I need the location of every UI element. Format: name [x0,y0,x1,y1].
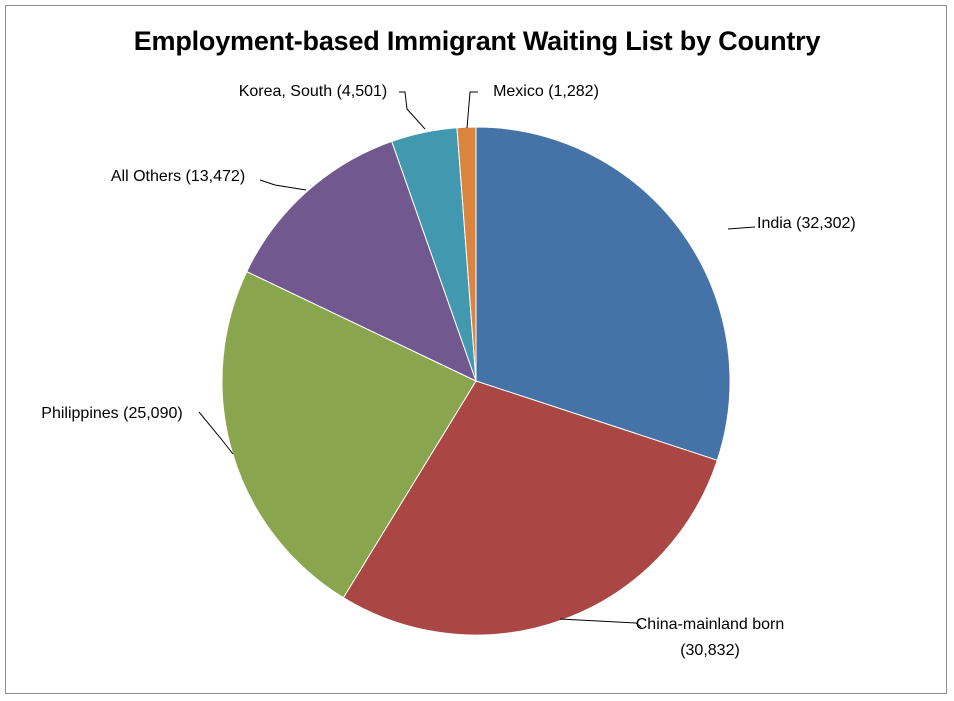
data-label-all-others: All Others (13,472) [111,168,245,185]
chart-title: Employment-based Immigrant Waiting List … [133,26,821,56]
data-label-china-mainland-born: China-mainland born (30,832) [636,616,785,659]
leader-line-korea-south [399,91,426,130]
data-label-india: India (32,302) [757,215,856,232]
data-label-mexico: Mexico (1,282) [493,83,599,100]
pie-slices [221,126,731,636]
leader-line-china-mainland-born [559,618,642,628]
data-labels: India (32,302) China-mainland born (30,832… [41,83,855,659]
leader-line-all-others [259,179,307,191]
leader-lines [198,91,756,628]
leader-line-philippines [198,411,234,455]
data-label-korea-south: Korea, South (4,501) [239,83,388,100]
leader-line-india [727,226,756,230]
slice-mexico [456,126,477,382]
slice-all-others [246,140,477,382]
slice-india [475,126,731,461]
leader-line-mexico [466,91,478,129]
data-label-philippines: Philippines (25,090) [41,405,182,422]
